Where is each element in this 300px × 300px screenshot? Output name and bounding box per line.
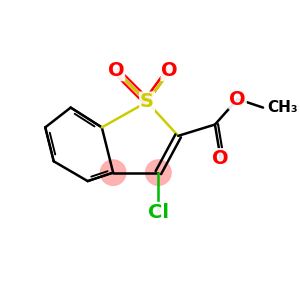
Text: S: S [140, 92, 154, 111]
Circle shape [146, 160, 171, 185]
Circle shape [100, 160, 126, 185]
Text: O: O [108, 61, 124, 80]
Text: CH₃: CH₃ [267, 100, 298, 115]
Text: Cl: Cl [148, 203, 169, 222]
Text: O: O [229, 90, 246, 109]
Text: O: O [161, 61, 178, 80]
Text: O: O [212, 149, 229, 168]
